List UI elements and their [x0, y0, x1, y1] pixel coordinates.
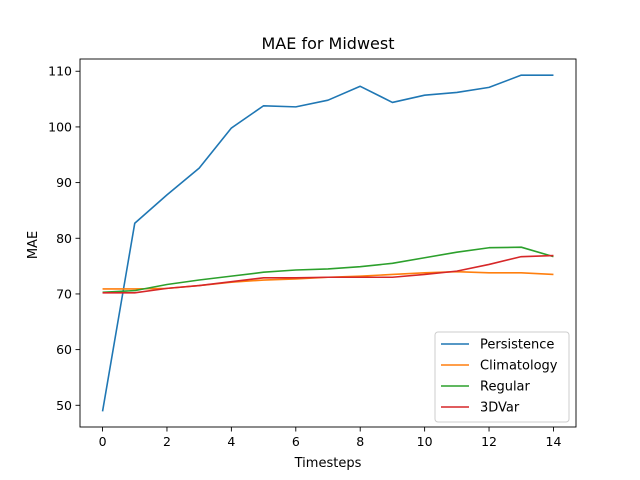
- x-tick-label: 8: [356, 434, 364, 449]
- series-line-climatology: [102, 270, 554, 290]
- x-tick-label: 4: [227, 434, 235, 449]
- y-tick-label: 60: [56, 342, 72, 357]
- series-line-persistence: [101, 74, 554, 412]
- y-axis-title: MAE: [26, 231, 41, 259]
- y-tick-label: 50: [56, 398, 72, 413]
- y-tick-label: 70: [56, 286, 72, 301]
- chart-title: MAE for Midwest: [262, 34, 395, 53]
- x-axis-title: Timesteps: [294, 456, 362, 471]
- legend-label-climatology: Climatology: [480, 359, 558, 374]
- x-tick-label: 6: [292, 434, 300, 449]
- y-tick-label: 80: [56, 231, 72, 246]
- legend-label-3dvar: 3DVar: [480, 401, 520, 416]
- plot-area: 0 2 4 6 8 10 12 14 50 60 70 80 90 100 110: [48, 58, 577, 449]
- x-tick-label: 10: [417, 434, 433, 449]
- x-tick-label: 12: [481, 434, 497, 449]
- series-line-3dvar: [102, 254, 554, 294]
- legend-label-persistence: Persistence: [480, 338, 554, 353]
- x-tick-label: 14: [546, 434, 562, 449]
- series-line-regular: [102, 246, 554, 294]
- x-tick-label: 2: [163, 434, 171, 449]
- axes-frame: [79, 58, 577, 428]
- legend-label-regular: Regular: [480, 380, 531, 395]
- x-tick-label: 0: [99, 434, 107, 449]
- legend-box: [434, 331, 570, 423]
- y-tick-label: 110: [48, 64, 72, 79]
- y-tick-label: 90: [56, 175, 72, 190]
- legend: Persistence Climatology Regular 3DVar: [434, 331, 570, 423]
- y-tick-label: 100: [48, 119, 72, 134]
